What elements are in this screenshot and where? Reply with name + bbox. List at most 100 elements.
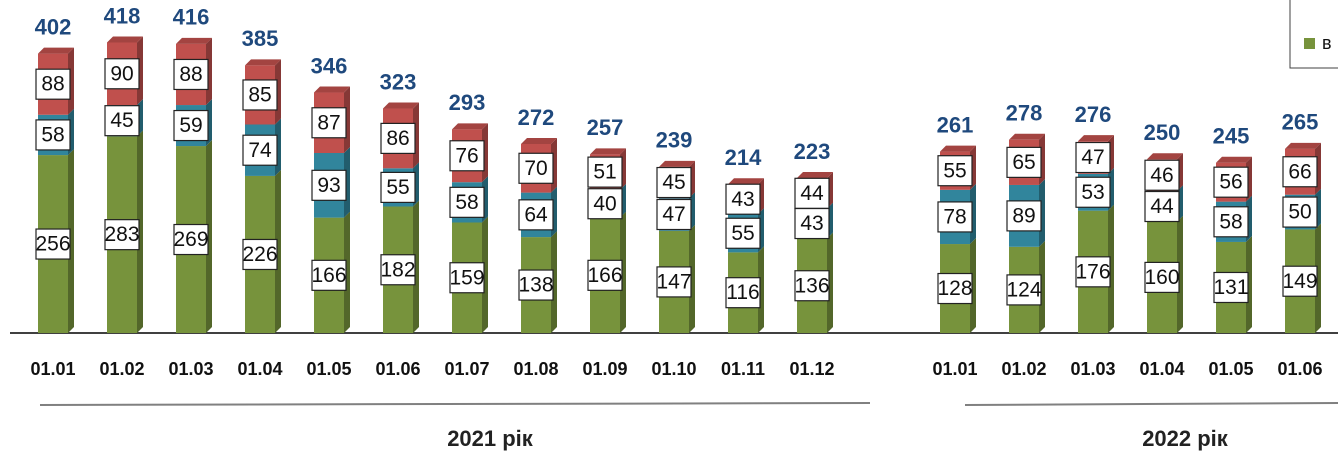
bar-side (206, 140, 212, 333)
label-box (449, 262, 485, 294)
total-label: 276 (1075, 102, 1112, 127)
bar-side (970, 238, 976, 333)
bar-top (659, 160, 695, 167)
label-box (937, 201, 973, 233)
x-tick-label: 01.05 (1208, 359, 1253, 379)
data-label: 43 (731, 188, 754, 211)
data-label: 59 (179, 114, 202, 137)
label-box (1213, 271, 1249, 304)
label-box (311, 107, 347, 139)
data-label: 70 (524, 157, 547, 180)
label-box (35, 68, 71, 100)
data-label: 166 (587, 264, 622, 287)
data-label: 124 (1006, 278, 1041, 301)
label-box (104, 105, 140, 137)
label-box (380, 171, 416, 203)
total-label: 323 (380, 69, 417, 94)
bar-top (38, 47, 74, 54)
bar-side (758, 246, 764, 333)
x-tick-label: 01.01 (932, 359, 977, 379)
data-label: 40 (593, 192, 616, 215)
data-label: 55 (386, 176, 409, 199)
data-label: 47 (1081, 146, 1104, 169)
data-label: 87 (317, 111, 340, 134)
label-box (1213, 206, 1249, 238)
data-label: 128 (937, 277, 972, 300)
bar-side (344, 211, 350, 333)
label-box (1075, 141, 1111, 174)
label-box (518, 199, 554, 231)
bar-side (620, 211, 626, 333)
label-box (173, 223, 209, 256)
label-box (794, 207, 830, 240)
label-box (518, 152, 554, 184)
data-label: 176 (1075, 260, 1110, 283)
total-label: 418 (104, 3, 141, 28)
label-box (1144, 261, 1180, 293)
label-box (35, 228, 71, 260)
bar-top (1216, 156, 1252, 163)
total-label: 214 (725, 145, 762, 170)
group-line (39, 402, 871, 406)
label-box (449, 140, 485, 172)
data-label: 58 (455, 191, 478, 214)
label-box (1213, 166, 1249, 198)
data-label: 160 (1144, 266, 1179, 289)
bar-side (482, 216, 488, 333)
data-label: 159 (449, 266, 484, 289)
data-label: 136 (794, 274, 829, 297)
bar-top (1078, 135, 1114, 142)
data-label: 116 (726, 281, 759, 304)
bar-side (1177, 215, 1183, 333)
label-box (1075, 256, 1111, 288)
total-label: 346 (311, 53, 348, 78)
data-label: 47 (662, 203, 685, 226)
data-label: 256 (35, 233, 70, 256)
label-box (587, 188, 623, 220)
x-tick-label: 01.02 (1001, 359, 1046, 379)
label-box (380, 254, 416, 286)
label-box (1144, 159, 1180, 191)
data-label: 85 (248, 84, 271, 107)
data-label: 55 (943, 159, 966, 182)
data-label: 58 (1219, 210, 1242, 233)
data-label: 51 (593, 161, 616, 184)
data-label: 283 (104, 223, 139, 246)
x-tick-label: 01.10 (651, 359, 696, 379)
data-label: 56 (1219, 171, 1242, 194)
bar-side (551, 231, 557, 333)
label-box (725, 217, 761, 249)
label-box (1282, 156, 1318, 188)
bar-top (1285, 142, 1321, 149)
x-tick-label: 01.03 (168, 359, 213, 379)
group-label: 2022 рік (1142, 426, 1229, 451)
label-box (937, 272, 973, 305)
data-label: 44 (800, 182, 824, 205)
x-tick-label: 01.06 (375, 359, 420, 379)
bar-top (314, 86, 350, 93)
x-tick-label: 01.11 (721, 359, 765, 379)
data-label: 149 (1282, 270, 1317, 293)
data-label: 45 (662, 171, 685, 194)
bar-top (521, 137, 557, 144)
bar-side (1246, 235, 1252, 333)
data-label: 182 (380, 258, 415, 281)
data-label: 43 (800, 212, 823, 235)
bar-side (1108, 204, 1114, 333)
data-label: 166 (311, 264, 346, 287)
data-label: 90 (110, 62, 133, 85)
label-box (104, 219, 140, 251)
total-label: 416 (173, 5, 210, 30)
total-label: 245 (1213, 124, 1250, 149)
data-label: 66 (1288, 160, 1311, 183)
data-label: 44 (1150, 195, 1174, 218)
bar-side (689, 224, 695, 333)
data-label: 50 (1288, 201, 1311, 224)
legend-label: в (1322, 33, 1332, 53)
label-box (656, 166, 692, 199)
label-box (725, 277, 761, 309)
label-box (173, 58, 209, 91)
bar-top (940, 145, 976, 152)
bar-side (1315, 223, 1321, 333)
data-label: 138 (518, 274, 553, 297)
